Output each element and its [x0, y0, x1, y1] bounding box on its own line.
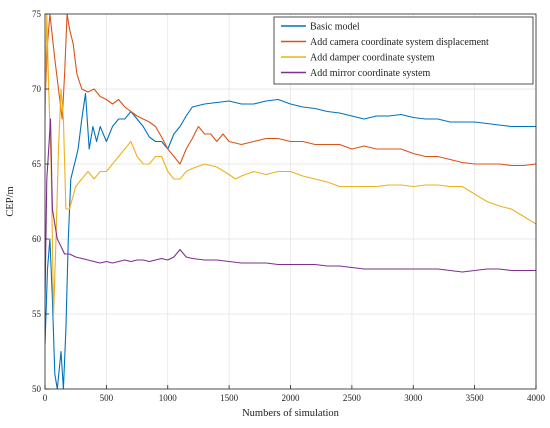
- legend: Basic model Add camera coordinate system …: [273, 16, 534, 85]
- legend-label-1: Basic model: [310, 22, 360, 33]
- y-tick-label: 65: [32, 159, 42, 169]
- legend-label-2: Add camera coordinate system displacemen…: [310, 37, 489, 48]
- series-line-3: [45, 14, 536, 315]
- x-tick-label: 1500: [220, 393, 239, 403]
- series-line-2: [45, 14, 536, 167]
- x-tick-label: 0: [43, 393, 48, 403]
- y-tick-label: 55: [32, 309, 42, 319]
- x-tick-label: 3000: [404, 393, 423, 403]
- legend-label-4: Add mirror coordinate system: [310, 68, 430, 79]
- legend-label-3: Add damper coordinate system: [310, 53, 435, 64]
- y-tick-label: 60: [32, 234, 42, 244]
- series-line-1: [45, 92, 536, 389]
- ticks: 0 500 1000 1500 2000 2500 3000 3500 4000 50 55 60 65…: [32, 9, 546, 403]
- x-axis-label: Numbers of simulation: [242, 408, 340, 419]
- legend-box: [273, 16, 534, 85]
- x-tick-label: 500: [100, 393, 114, 403]
- x-tick-label: 2000: [282, 393, 301, 403]
- y-axis-label: CEP/m: [5, 186, 16, 216]
- y-tick-label: 50: [32, 384, 42, 394]
- x-tick-label: 3500: [466, 393, 485, 403]
- series-line-4: [45, 118, 536, 300]
- y-tick-label: 70: [32, 84, 42, 94]
- y-tick-label: 75: [32, 9, 42, 19]
- series-layer: [45, 14, 536, 389]
- x-tick-label: 1000: [159, 393, 178, 403]
- x-tick-label: 2500: [343, 393, 362, 403]
- x-tick-label: 4000: [527, 393, 546, 403]
